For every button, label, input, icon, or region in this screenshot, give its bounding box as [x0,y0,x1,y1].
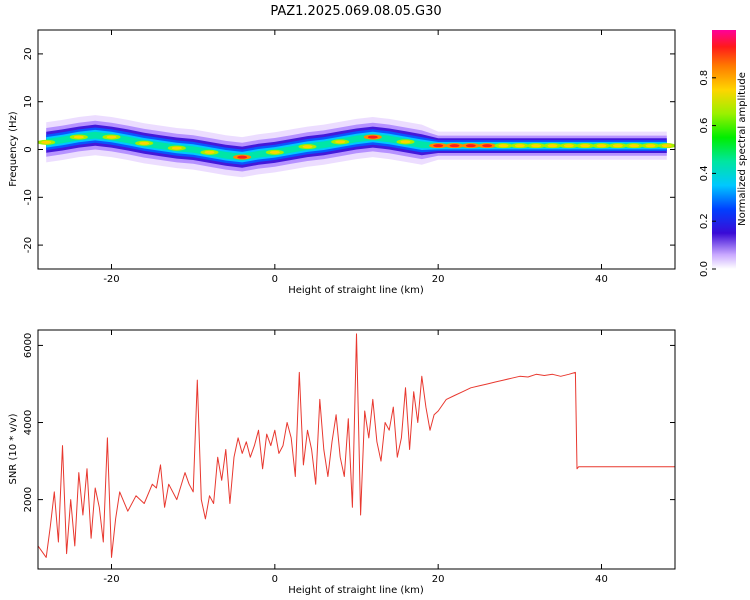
spectrogram-peak-core [661,144,672,148]
figure-title: PAZ1.2025.069.08.05.G30 [270,4,441,19]
colorbar: 0.0 0.2 0.4 0.6 0.8 Normalized spectral ampl… [699,30,748,277]
spectrogram-peak-core [482,144,493,148]
snr-ytick-label: 4000 [23,410,34,435]
spectrogram-peak-core [400,140,411,144]
spectrogram-ridge [38,115,675,178]
spectrogram-peak-core [237,155,248,159]
spectrogram-peak-core [204,150,215,154]
colorbar-tick-label: 0.6 [699,118,710,134]
spectrogram-peak-core [73,135,84,139]
snr-ticks: -20 0 20 40 2000 4000 6000 [23,330,675,585]
snr-plot-area [38,330,675,569]
colorbar-tick-label: 0.0 [699,261,710,277]
snr-ytick-label: 6000 [23,333,34,358]
spectrogram-xtick-label: -20 [103,274,119,285]
spectrogram-xtick-label: 40 [595,274,608,285]
snr-series [38,333,675,558]
spectrogram-peak-core [547,144,558,148]
spectrogram-peak-core [449,144,460,148]
spectrogram-peak-core [367,135,378,139]
spectrogram-ytick-label: 10 [23,95,34,108]
spectrogram-peak-core [612,144,623,148]
colorbar-tick-label: 0.8 [699,70,710,86]
spectrogram-ylabel: Frequency (Hz) [8,111,19,187]
snr-xlabel: Height of straight line (km) [288,585,424,596]
snr-ylabel: SNR (10 * v/v) [8,413,19,484]
spectrogram-peak-core [269,150,280,154]
snr-ytick-label: 2000 [23,487,34,512]
spectrogram-peak-core [645,144,656,148]
spectrogram-peak-core [106,135,117,139]
colorbar-tick-label: 0.2 [699,213,710,229]
colorbar-ticks: 0.0 0.2 0.4 0.6 0.8 [699,70,716,277]
colorbar-gradient [712,30,736,269]
spectrogram-ticks: -20 0 20 40 20 10 0 -10 -20 [23,30,675,285]
spectrogram-peak-core [433,144,444,148]
spectrogram-peak-core [563,144,574,148]
spectrogram-xtick-label: 0 [272,274,278,285]
spectrogram-panel: -20 0 20 40 20 10 0 -10 -20 Height of straight l… [8,29,676,296]
colorbar-tick-label: 0.4 [699,165,710,181]
colorbar-label: Normalized spectral amplitude [737,72,748,226]
spectrogram-peak-core [629,144,640,148]
spectrogram-peak-core [171,146,182,150]
spectrogram-peak-core [580,144,591,148]
snr-xtick-label: 40 [595,574,608,585]
spectrogram-xlabel: Height of straight line (km) [288,285,424,296]
spectrogram-band-4 [46,129,667,163]
snr-line [38,333,675,558]
spectrogram-peak-core [41,140,52,144]
spectrogram-peak-core [596,144,607,148]
spectrogram-peak-core [465,144,476,148]
spectrogram-peak-core [498,144,509,148]
spectrogram-peak-core [514,144,525,148]
spectrogram-peak-core [531,144,542,148]
snr-xtick-label: 0 [272,574,278,585]
spectrogram-peak-core [139,141,150,145]
spectrogram-ytick-label: 0 [23,146,34,152]
snr-frame [37,329,676,570]
spectrogram-ytick-label: 20 [23,48,34,61]
spectrogram-xtick-label: 20 [432,274,445,285]
snr-xtick-label: -20 [103,574,119,585]
snr-xtick-label: 20 [432,574,445,585]
spectrogram-ytick-label: -10 [23,189,34,205]
snr-panel: -20 0 20 40 2000 4000 6000 Height of straight … [8,329,676,596]
spectrogram-peak-core [335,140,346,144]
spectrogram-peak-core [302,145,313,149]
spectrogram-ytick-label: -20 [23,237,34,253]
